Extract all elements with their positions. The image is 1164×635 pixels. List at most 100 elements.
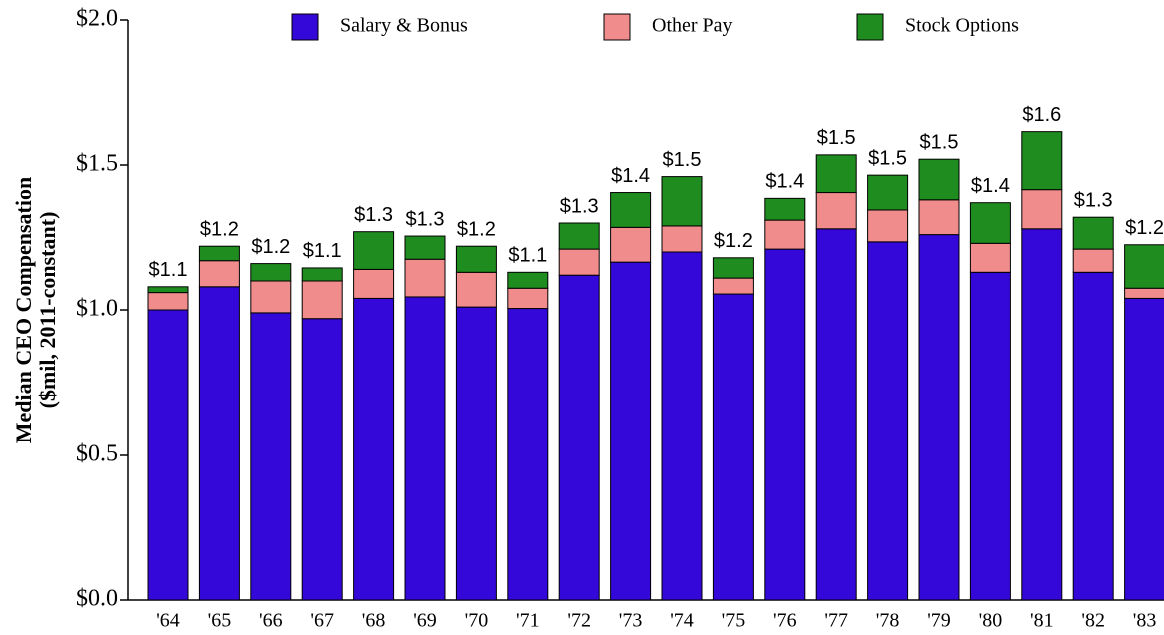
bar-segment <box>969 202 1011 244</box>
x-tick-label: '78 <box>876 610 900 632</box>
bar-segment <box>1021 189 1063 230</box>
bar-segment <box>918 199 960 236</box>
legend-label: Other Pay <box>652 15 733 37</box>
x-tick-label: '73 <box>619 610 643 632</box>
x-tick-label: '74 <box>670 610 694 632</box>
bar-segment <box>558 248 600 276</box>
bar-segment <box>147 292 189 311</box>
y-tick-label: $1.0 <box>76 296 118 322</box>
x-tick-label: '80 <box>979 610 1003 632</box>
bar-segment <box>764 248 806 601</box>
bar-segment <box>558 274 600 601</box>
x-tick-label: '82 <box>1081 610 1105 632</box>
y-tick-label: $2.0 <box>76 6 118 32</box>
total-label: $1.3 <box>560 195 599 217</box>
y-tick-label: $1.5 <box>76 151 118 177</box>
legend-label: Stock Options <box>905 15 1019 37</box>
bar-segment <box>455 306 497 601</box>
bar-segment <box>353 231 395 270</box>
bar-segment <box>610 261 652 601</box>
legend-swatch <box>291 13 319 41</box>
total-label: $1.3 <box>354 204 393 226</box>
total-label: $1.5 <box>920 131 959 153</box>
total-label: $1.3 <box>1074 189 1113 211</box>
y-axis-title: ($mil, 2011-constant) <box>35 212 60 409</box>
bar-segment <box>1124 287 1164 299</box>
x-tick-label: '64 <box>156 610 180 632</box>
total-label: $1.2 <box>714 230 753 252</box>
x-tick-label: '79 <box>927 610 951 632</box>
legend-swatch <box>603 13 631 41</box>
bar-segment <box>301 280 343 320</box>
x-tick-label: '68 <box>362 610 386 632</box>
x-tick-label: '77 <box>824 610 848 632</box>
bar-segment <box>558 222 600 250</box>
y-tick-label: $0.5 <box>76 441 118 467</box>
total-label: $1.5 <box>817 127 856 149</box>
bar-segment <box>353 297 395 601</box>
bar-segment <box>455 271 497 308</box>
bar-segment <box>147 309 189 601</box>
bar-segment <box>712 293 754 601</box>
bar-segment <box>661 251 703 601</box>
total-label: $1.6 <box>1022 104 1061 126</box>
x-tick-label: '72 <box>567 610 591 632</box>
bar-segment <box>815 228 857 601</box>
total-label: $1.4 <box>971 175 1010 197</box>
x-tick-label: '71 <box>516 610 540 632</box>
x-tick-label: '70 <box>465 610 489 632</box>
bar-segment <box>250 312 292 601</box>
bar-segment <box>867 174 909 211</box>
total-label: $1.1 <box>149 259 188 281</box>
total-label: $1.3 <box>406 208 445 230</box>
bar-segment <box>815 154 857 194</box>
total-label: $1.2 <box>251 236 290 258</box>
bar-segment <box>918 158 960 201</box>
bar-segment <box>250 263 292 282</box>
y-tick-label: $0.0 <box>76 586 118 612</box>
bar-segment <box>353 268 395 299</box>
y-axis-title: Median CEO Compensation <box>11 177 36 443</box>
bar-segment <box>610 192 652 228</box>
bar-segment <box>1021 131 1063 191</box>
total-label: $1.2 <box>1125 217 1164 239</box>
bar-segment <box>661 225 703 253</box>
bar-segment <box>712 277 754 295</box>
bar-segment <box>867 241 909 601</box>
bar-segment <box>764 219 806 250</box>
bar-segment <box>301 267 343 282</box>
bar-segment <box>764 197 806 221</box>
x-tick-label: '67 <box>310 610 334 632</box>
legend-swatch <box>856 13 884 41</box>
x-tick-label: '76 <box>773 610 797 632</box>
bar-segment <box>250 280 292 314</box>
bar-segment <box>404 296 446 601</box>
bar-segment <box>1124 244 1164 289</box>
bar-segment <box>507 287 549 310</box>
x-tick-label: '66 <box>259 610 283 632</box>
bar-segment <box>661 176 703 227</box>
bar-segment <box>1021 228 1063 601</box>
bar-segment <box>404 258 446 298</box>
bar-segment <box>918 234 960 601</box>
total-label: $1.2 <box>200 218 239 240</box>
bar-segment <box>815 192 857 230</box>
bar-segment <box>455 245 497 273</box>
bar-segment <box>610 226 652 263</box>
bar-segment <box>1072 216 1114 250</box>
total-label: $1.4 <box>611 165 650 187</box>
total-label: $1.5 <box>868 147 907 169</box>
legend-label: Salary & Bonus <box>340 15 468 37</box>
x-tick-label: '83 <box>1133 610 1157 632</box>
bar-segment <box>507 308 549 601</box>
bar-segment <box>507 271 549 289</box>
bar-segment <box>1124 297 1164 601</box>
bar-segment <box>404 235 446 260</box>
x-tick-label: '65 <box>208 610 232 632</box>
x-tick-label: '75 <box>722 610 746 632</box>
x-tick-label: '81 <box>1030 610 1054 632</box>
bar-segment <box>198 260 240 288</box>
total-label: $1.5 <box>663 149 702 171</box>
bar-segment <box>1072 248 1114 273</box>
